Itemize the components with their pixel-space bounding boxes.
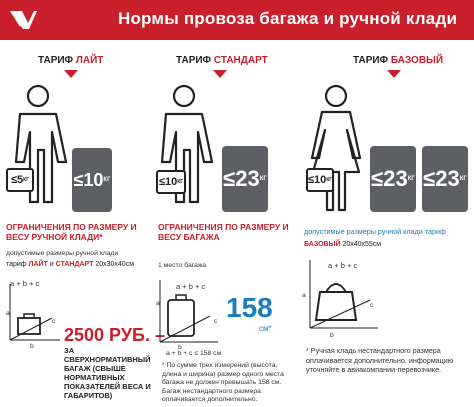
max-size-value: 158 (226, 292, 273, 323)
tariff-lite-label: ТАРИФ ЛАЙТ (38, 55, 104, 66)
basic-axis-b: b (330, 332, 334, 339)
standard-axis-b: b (178, 344, 182, 351)
standard-restriction-title: ОГРАНИЧЕНИЯ ПО РАЗМЕРУ И ВЕСУ БАГАЖА (158, 222, 289, 242)
tariff-standard-arrow-icon (213, 70, 227, 78)
lite-axis-c: c (52, 318, 56, 325)
header-bar: Нормы провоза багажа и ручной клади (0, 0, 474, 40)
basic-axis-a: a (302, 292, 306, 299)
baggage-lite: ≤10 КГ (72, 148, 112, 212)
airline-logo-icon (10, 11, 37, 29)
hand-luggage-standard: ≤10 КГ (156, 170, 186, 194)
basic-footnote: * Ручная кладь нестандартного размера оп… (306, 346, 454, 374)
standard-axis-a: a (156, 300, 160, 307)
tariff-basic-label: ТАРИФ БАЗОВЫЙ (353, 55, 444, 66)
tariff-basic-arrow-icon (387, 70, 401, 78)
page-title: Нормы провоза багажа и ручной клади (118, 9, 458, 28)
lite-axis-diagram (9, 284, 60, 341)
hand-luggage-basic: ≤10 КГ (306, 168, 334, 192)
tariff-standard-label: ТАРИФ СТАНДАРТ (176, 55, 268, 66)
lite-allowed-dims: тариф ЛАЙТ и СТАНДАРТ 20х30х40см (6, 261, 135, 268)
basic-allowed-text: допустимые размеры ручной клади тариф (304, 227, 446, 236)
lite-formula: a + b + c (10, 279, 40, 288)
tariff-lite-arrow-icon (64, 70, 78, 78)
baggage-basic-2: ≤23 КГ (422, 146, 468, 212)
man-figure-icon (14, 84, 68, 204)
standard-axis-c: c (214, 318, 218, 325)
lite-allowed-text: допустимые размеры ручной клади (6, 250, 119, 257)
baggage-standard: ≤23 КГ (222, 146, 268, 212)
hand-luggage-lite: ≤5 КГ (6, 168, 34, 192)
lite-restriction-title: ОГРАНИЧЕНИЯ ПО РАЗМЕРУ И ВЕСУ РУЧНОЙ КЛА… (6, 222, 137, 242)
lite-axis-a: a (6, 310, 10, 317)
max-size-unit: см* (259, 324, 272, 333)
woman-figure-icon (310, 84, 362, 212)
basic-axis-diagram (309, 260, 378, 329)
passenger-figures (14, 84, 362, 212)
basic-formula: a + b + c (328, 261, 358, 270)
standard-formula: a + b + c (176, 282, 206, 291)
overweight-price-note: ЗА СВЕРХНОРМАТИВНЫЙ БАГАЖ (СВЫШЕ НОРМАТИ… (64, 346, 151, 400)
standard-sum-rule: a + b + c ≤ 158 см (166, 350, 222, 357)
standard-one-place: 1 место багажа (158, 262, 207, 269)
basic-axis-c: c (370, 302, 374, 309)
lite-axis-b: b (30, 343, 34, 350)
standard-axis-diagram (159, 280, 218, 343)
standard-footnote: * По сумме трех измерений (высота, длина… (162, 362, 284, 403)
overweight-price: 2500 РУБ. – (64, 325, 165, 345)
baggage-basic-1: ≤23 КГ (370, 146, 416, 212)
man-figure-icon (160, 84, 214, 204)
basic-allowed-dims: БАЗОВЫЙ 20х40х55см (304, 241, 382, 248)
